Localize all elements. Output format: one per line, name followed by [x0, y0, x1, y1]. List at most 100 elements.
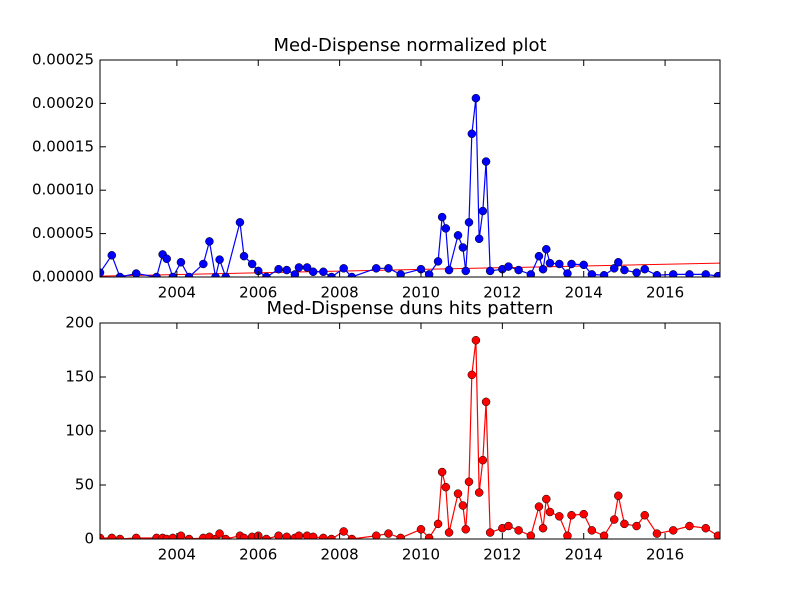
point: [652, 271, 662, 277]
chart-title: Med-Dispense duns hits pattern: [267, 298, 554, 319]
point: [599, 271, 609, 277]
y-tick-label: 0.00000: [32, 268, 94, 286]
point: [211, 272, 220, 277]
y-tick-label: 100: [65, 422, 94, 440]
point: [467, 129, 477, 139]
point: [458, 243, 468, 252]
point: [701, 270, 711, 277]
point: [534, 251, 544, 261]
axes-frame: [99, 59, 721, 278]
point: [453, 231, 463, 240]
point: [433, 257, 443, 266]
y-tick-label: 50: [75, 476, 94, 494]
y-tick-label: 200: [65, 314, 94, 332]
point: [221, 534, 230, 539]
point: [614, 257, 623, 267]
point: [461, 525, 470, 534]
point: [115, 534, 125, 539]
point: [567, 259, 576, 269]
point: [327, 534, 336, 539]
point: [396, 533, 405, 539]
point: [176, 257, 186, 267]
point: [640, 510, 649, 520]
point: [416, 525, 426, 534]
point: [526, 531, 536, 539]
point: [282, 265, 291, 275]
point: [542, 494, 551, 504]
y-tick-label: 0.00015: [32, 137, 94, 155]
point: [609, 264, 619, 273]
point: [563, 269, 572, 277]
point: [319, 267, 328, 277]
point: [308, 532, 318, 539]
point: [713, 271, 720, 277]
point: [384, 264, 393, 273]
point: [542, 244, 551, 254]
point: [319, 533, 328, 539]
point: [458, 501, 468, 510]
axes-frame: [99, 322, 721, 540]
point: [162, 254, 171, 264]
point: [274, 531, 283, 539]
point: [339, 264, 348, 273]
point: [668, 526, 678, 535]
point: [614, 491, 623, 501]
point: [555, 512, 564, 521]
point: [396, 270, 405, 277]
point: [587, 270, 597, 277]
point: [668, 270, 678, 277]
point: [247, 259, 257, 269]
point: [579, 260, 588, 270]
point: [485, 266, 495, 276]
point: [384, 529, 393, 538]
y-tick-label: 0.00010: [32, 181, 94, 199]
point: [685, 521, 694, 531]
x-tick-label: 2016: [646, 284, 684, 302]
point: [424, 533, 434, 539]
point: [504, 521, 513, 531]
point: [534, 502, 544, 511]
point: [235, 218, 245, 227]
x-tick-label: 2006: [239, 546, 277, 564]
x-tick-label: 2014: [565, 546, 603, 564]
point: [579, 509, 588, 519]
y-tick-label: 150: [65, 368, 94, 386]
point: [100, 533, 105, 539]
point: [239, 251, 249, 261]
point: [262, 272, 271, 277]
point: [652, 529, 662, 538]
point: [481, 157, 491, 166]
point: [168, 533, 178, 539]
point: [713, 531, 720, 539]
point: [471, 93, 481, 103]
point: [107, 533, 117, 539]
point: [640, 264, 649, 274]
x-tick-label: 2004: [158, 284, 196, 302]
point: [199, 259, 208, 269]
chart-title: Med-Dispense normalized plot: [273, 35, 546, 56]
point: [152, 272, 161, 277]
point: [437, 467, 447, 477]
point: [632, 521, 641, 531]
point: [464, 477, 474, 487]
x-tick-label: 2006: [239, 284, 277, 302]
series-line: [100, 98, 719, 277]
point: [131, 269, 141, 277]
point: [215, 255, 224, 264]
point: [339, 527, 348, 536]
point: [504, 262, 513, 271]
point: [371, 531, 381, 539]
x-tick-label: 2016: [646, 546, 684, 564]
point: [478, 206, 488, 216]
point: [609, 515, 619, 524]
point: [294, 263, 304, 272]
point: [371, 264, 381, 273]
point: [545, 258, 555, 268]
point: [115, 272, 125, 277]
point: [563, 531, 572, 539]
point: [433, 519, 443, 529]
x-tick-label: 2004: [158, 546, 196, 564]
point: [620, 265, 629, 275]
point: [685, 270, 694, 277]
point: [474, 234, 484, 244]
